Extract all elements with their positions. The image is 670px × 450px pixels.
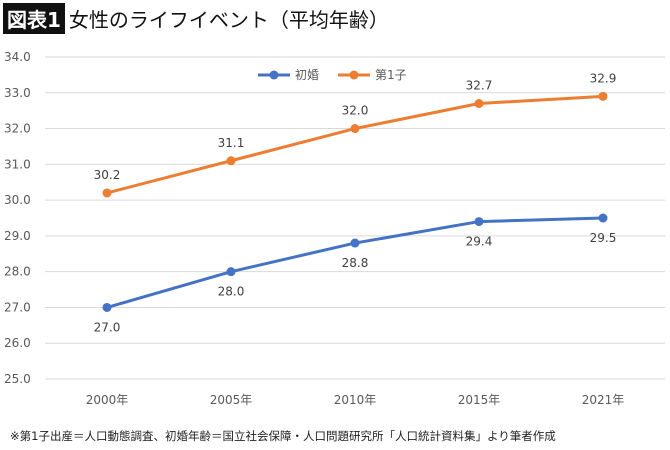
data-label: 29.4	[466, 235, 493, 249]
line-chart: 25.0 26.0 27.0 28.0 29.0 30.0 31.0 32.0 33.0 34.0…	[4, 50, 665, 407]
legend-label: 第1子	[375, 68, 407, 82]
y-tick-label: 27.0	[4, 300, 31, 314]
y-tick-label: 32.0	[4, 122, 31, 136]
figure-title: 図表1 女性のライフイベント（平均年齢）	[3, 3, 389, 34]
data-label: 28.0	[218, 285, 245, 299]
data-label: 27.0	[94, 320, 121, 334]
x-tick-label: 2010年	[334, 393, 377, 407]
legend-label: 初婚	[295, 68, 319, 82]
data-point	[598, 91, 608, 101]
data-point	[350, 238, 360, 248]
data-point	[598, 213, 608, 223]
data-point	[474, 99, 484, 109]
data-point	[102, 188, 112, 198]
y-tick-label: 29.0	[4, 229, 31, 243]
data-point	[226, 267, 236, 277]
legend-marker	[349, 70, 359, 80]
y-tick-label: 34.0	[4, 50, 31, 64]
figure-badge: 図表1	[3, 3, 65, 34]
data-point	[350, 124, 360, 134]
data-label: 32.7	[466, 79, 493, 93]
data-label: 29.5	[590, 231, 617, 245]
source-note: ※第1子出産＝人口動態調査、初婚年齢＝国立社会保障・人口問題研究所「人口統計資料…	[10, 429, 556, 443]
x-tick-label: 2015年	[458, 393, 501, 407]
data-label: 32.0	[342, 104, 369, 118]
y-tick-label: 26.0	[4, 336, 31, 350]
y-tick-label: 30.0	[4, 193, 31, 207]
data-label: 28.8	[342, 256, 369, 270]
data-point	[226, 156, 236, 166]
y-tick-label: 28.0	[4, 265, 31, 279]
data-label: 30.2	[94, 168, 121, 182]
title-text: 女性のライフイベント（平均年齢）	[68, 8, 389, 32]
y-tick-label: 25.0	[4, 372, 31, 386]
y-tick-label: 33.0	[4, 86, 31, 100]
y-tick-label: 31.0	[4, 157, 31, 171]
data-label: 32.9	[590, 71, 617, 85]
x-tick-label: 2005年	[210, 393, 253, 407]
x-tick-label: 2000年	[86, 393, 129, 407]
data-point	[102, 302, 112, 312]
x-tick-label: 2021年	[582, 393, 625, 407]
data-point	[474, 217, 484, 227]
legend-marker	[269, 70, 279, 80]
data-label: 31.1	[218, 136, 245, 150]
